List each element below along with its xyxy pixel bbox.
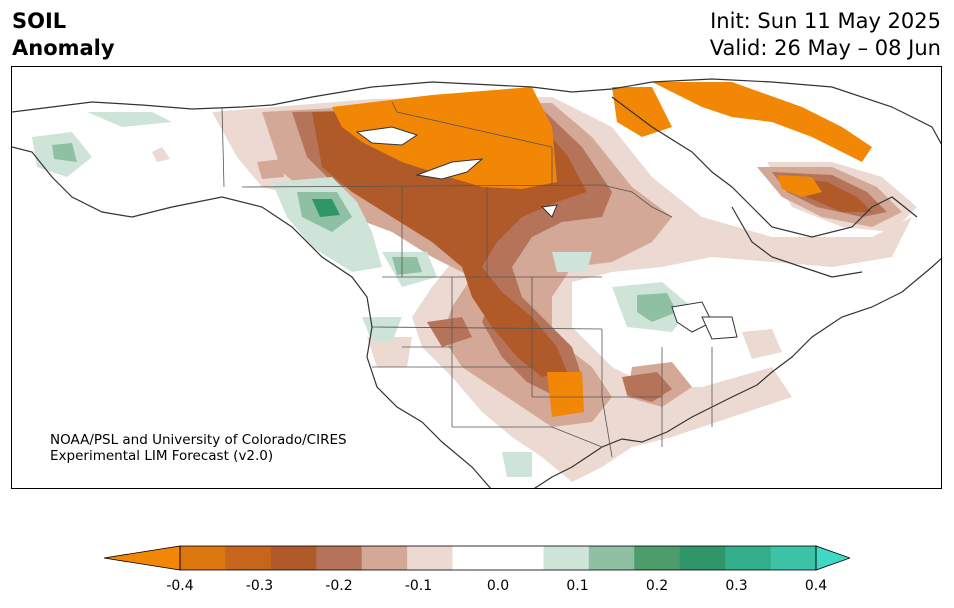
colorbar-tick-label: 0.4 [804, 578, 828, 594]
colorbar [104, 545, 850, 571]
colorbar-segment [588, 546, 635, 570]
anomaly-map [12, 78, 941, 488]
colorbar-segment [316, 546, 363, 570]
colorbar-segment [225, 546, 272, 570]
colorbar-segment [361, 546, 408, 570]
colorbar-segment [725, 546, 772, 570]
credit-line-1: NOAA/PSL and University of Colorado/CIRE… [50, 432, 347, 448]
colorbar-tick-label: 0.2 [645, 578, 669, 594]
title-line-2: Anomaly [12, 36, 115, 60]
colorbar-extend-max [815, 545, 850, 571]
title-line-1: SOIL [12, 9, 67, 33]
colorbar-segments [180, 546, 817, 570]
init-date: Init: Sun 11 May 2025 [710, 9, 941, 33]
colorbar-tick-label: 0.3 [725, 578, 748, 594]
colorbar-segment [543, 546, 590, 570]
coastlines [12, 78, 941, 488]
colorbar-segment [770, 546, 817, 570]
colorbar-segment [180, 546, 226, 570]
dry-anomaly-strongest [332, 82, 872, 417]
colorbar-tick-labels: -0.4 -0.3 -0.2 -0.1 0.0 0.1 0.2 0.3 0.4 [0, 578, 954, 598]
colorbar-extend-min [104, 545, 181, 571]
colorbar-tick-label: 0.1 [566, 578, 589, 594]
colorbar-tick-label: 0.0 [486, 578, 510, 594]
valid-range: Valid: 26 May – 08 Jun [709, 36, 941, 60]
colorbar-segment [270, 546, 317, 570]
colorbar-tick-label: -0.1 [404, 578, 433, 594]
colorbar-tick-label: -0.2 [325, 578, 353, 594]
colorbar-tick-label: -0.4 [166, 578, 194, 594]
colorbar-outline [179, 545, 817, 571]
colorbar-segment [407, 546, 454, 570]
forecast-dates: Init: Sun 11 May 2025 Valid: 26 May – 08… [710, 8, 941, 62]
credit-line-2: Experimental LIM Forecast (v2.0) [50, 448, 274, 464]
colorbar-segment [452, 546, 499, 570]
colorbar-segment [679, 546, 726, 570]
colorbar-segment [634, 546, 681, 570]
chart-title: SOIL Anomaly [12, 8, 115, 62]
colorbar-tick-label: -0.3 [245, 578, 274, 594]
lakes [355, 126, 738, 340]
map-panel: NOAA/PSL and University of Colorado/CIRE… [11, 66, 942, 489]
wet-anomaly-strong [312, 199, 340, 217]
map-credit: NOAA/PSL and University of Colorado/CIRE… [50, 432, 347, 464]
political-borders [221, 101, 713, 458]
colorbar-segment [498, 546, 544, 570]
